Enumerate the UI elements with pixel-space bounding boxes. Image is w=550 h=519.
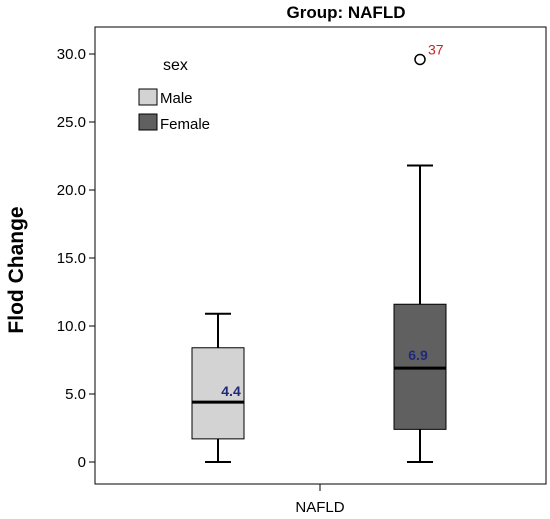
y-tick-label: 20.0 (57, 182, 86, 199)
chart-title: Group: NAFLD (287, 3, 406, 22)
legend-swatch-female (138, 113, 158, 131)
y-tick-label: 30.0 (57, 46, 86, 63)
legend: sex Male Female (138, 57, 210, 133)
legend-label-male: Male (160, 90, 193, 107)
y-axis-label: Flod Change (5, 206, 28, 333)
outlier-point (414, 53, 426, 66)
legend-title: sex (163, 57, 188, 74)
median-label-female: 6.9 (408, 347, 428, 363)
outlier-label: 37 (428, 41, 444, 57)
x-category-label: NAFLD (295, 499, 344, 516)
y-tick-label: 10.0 (57, 318, 86, 335)
y-tick-label: 0 (78, 454, 86, 471)
legend-label-female: Female (160, 116, 210, 133)
y-tick-label: 15.0 (57, 250, 86, 267)
box-male (191, 347, 245, 440)
median-label-male: 4.4 (221, 383, 241, 399)
legend-swatch-male (138, 88, 158, 106)
box-series-group: 4.4 6.9 37 (191, 41, 447, 463)
y-axis-ticks: 0 5.0 10.0 15.0 20.0 25.0 30.0 (57, 46, 95, 471)
y-tick-label: 25.0 (57, 114, 86, 131)
y-tick-label: 5.0 (65, 386, 86, 403)
